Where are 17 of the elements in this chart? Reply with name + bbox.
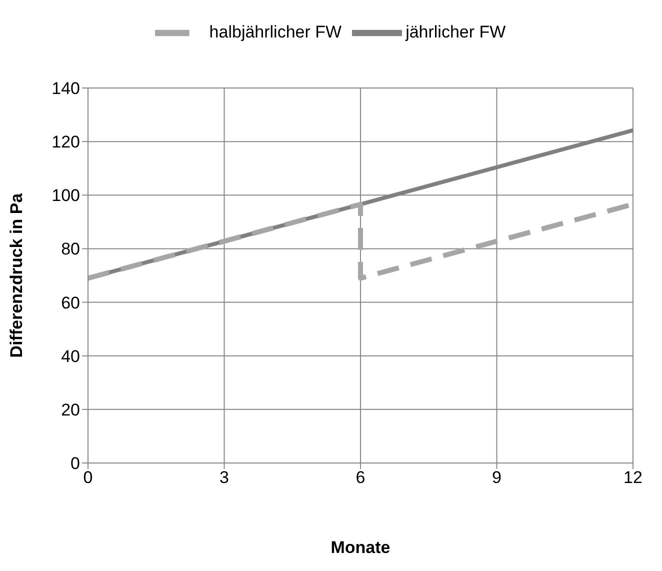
- y-tick-label: 120: [52, 132, 80, 152]
- x-tick-label: 9: [492, 468, 502, 488]
- x-axis-title: Monate: [330, 538, 390, 557]
- y-tick-label: 140: [52, 79, 80, 98]
- y-tick-label: 40: [61, 346, 80, 366]
- legend-label: halbjährlicher FW: [209, 22, 342, 42]
- y-tick-label: 0: [70, 454, 80, 474]
- x-tick-label: 3: [220, 468, 229, 488]
- y-tick-label: 100: [52, 186, 80, 206]
- y-tick-label: 20: [61, 400, 80, 420]
- x-tick-label: 12: [624, 468, 642, 488]
- y-tick-label: 80: [61, 240, 80, 259]
- y-tick-label: 60: [61, 293, 80, 312]
- legend-label: jährlicher FW: [406, 22, 506, 42]
- y-axis-title: Differenzdruck in Pa: [7, 192, 26, 358]
- x-tick-label: 6: [356, 468, 366, 488]
- x-tick-label: 0: [83, 468, 93, 488]
